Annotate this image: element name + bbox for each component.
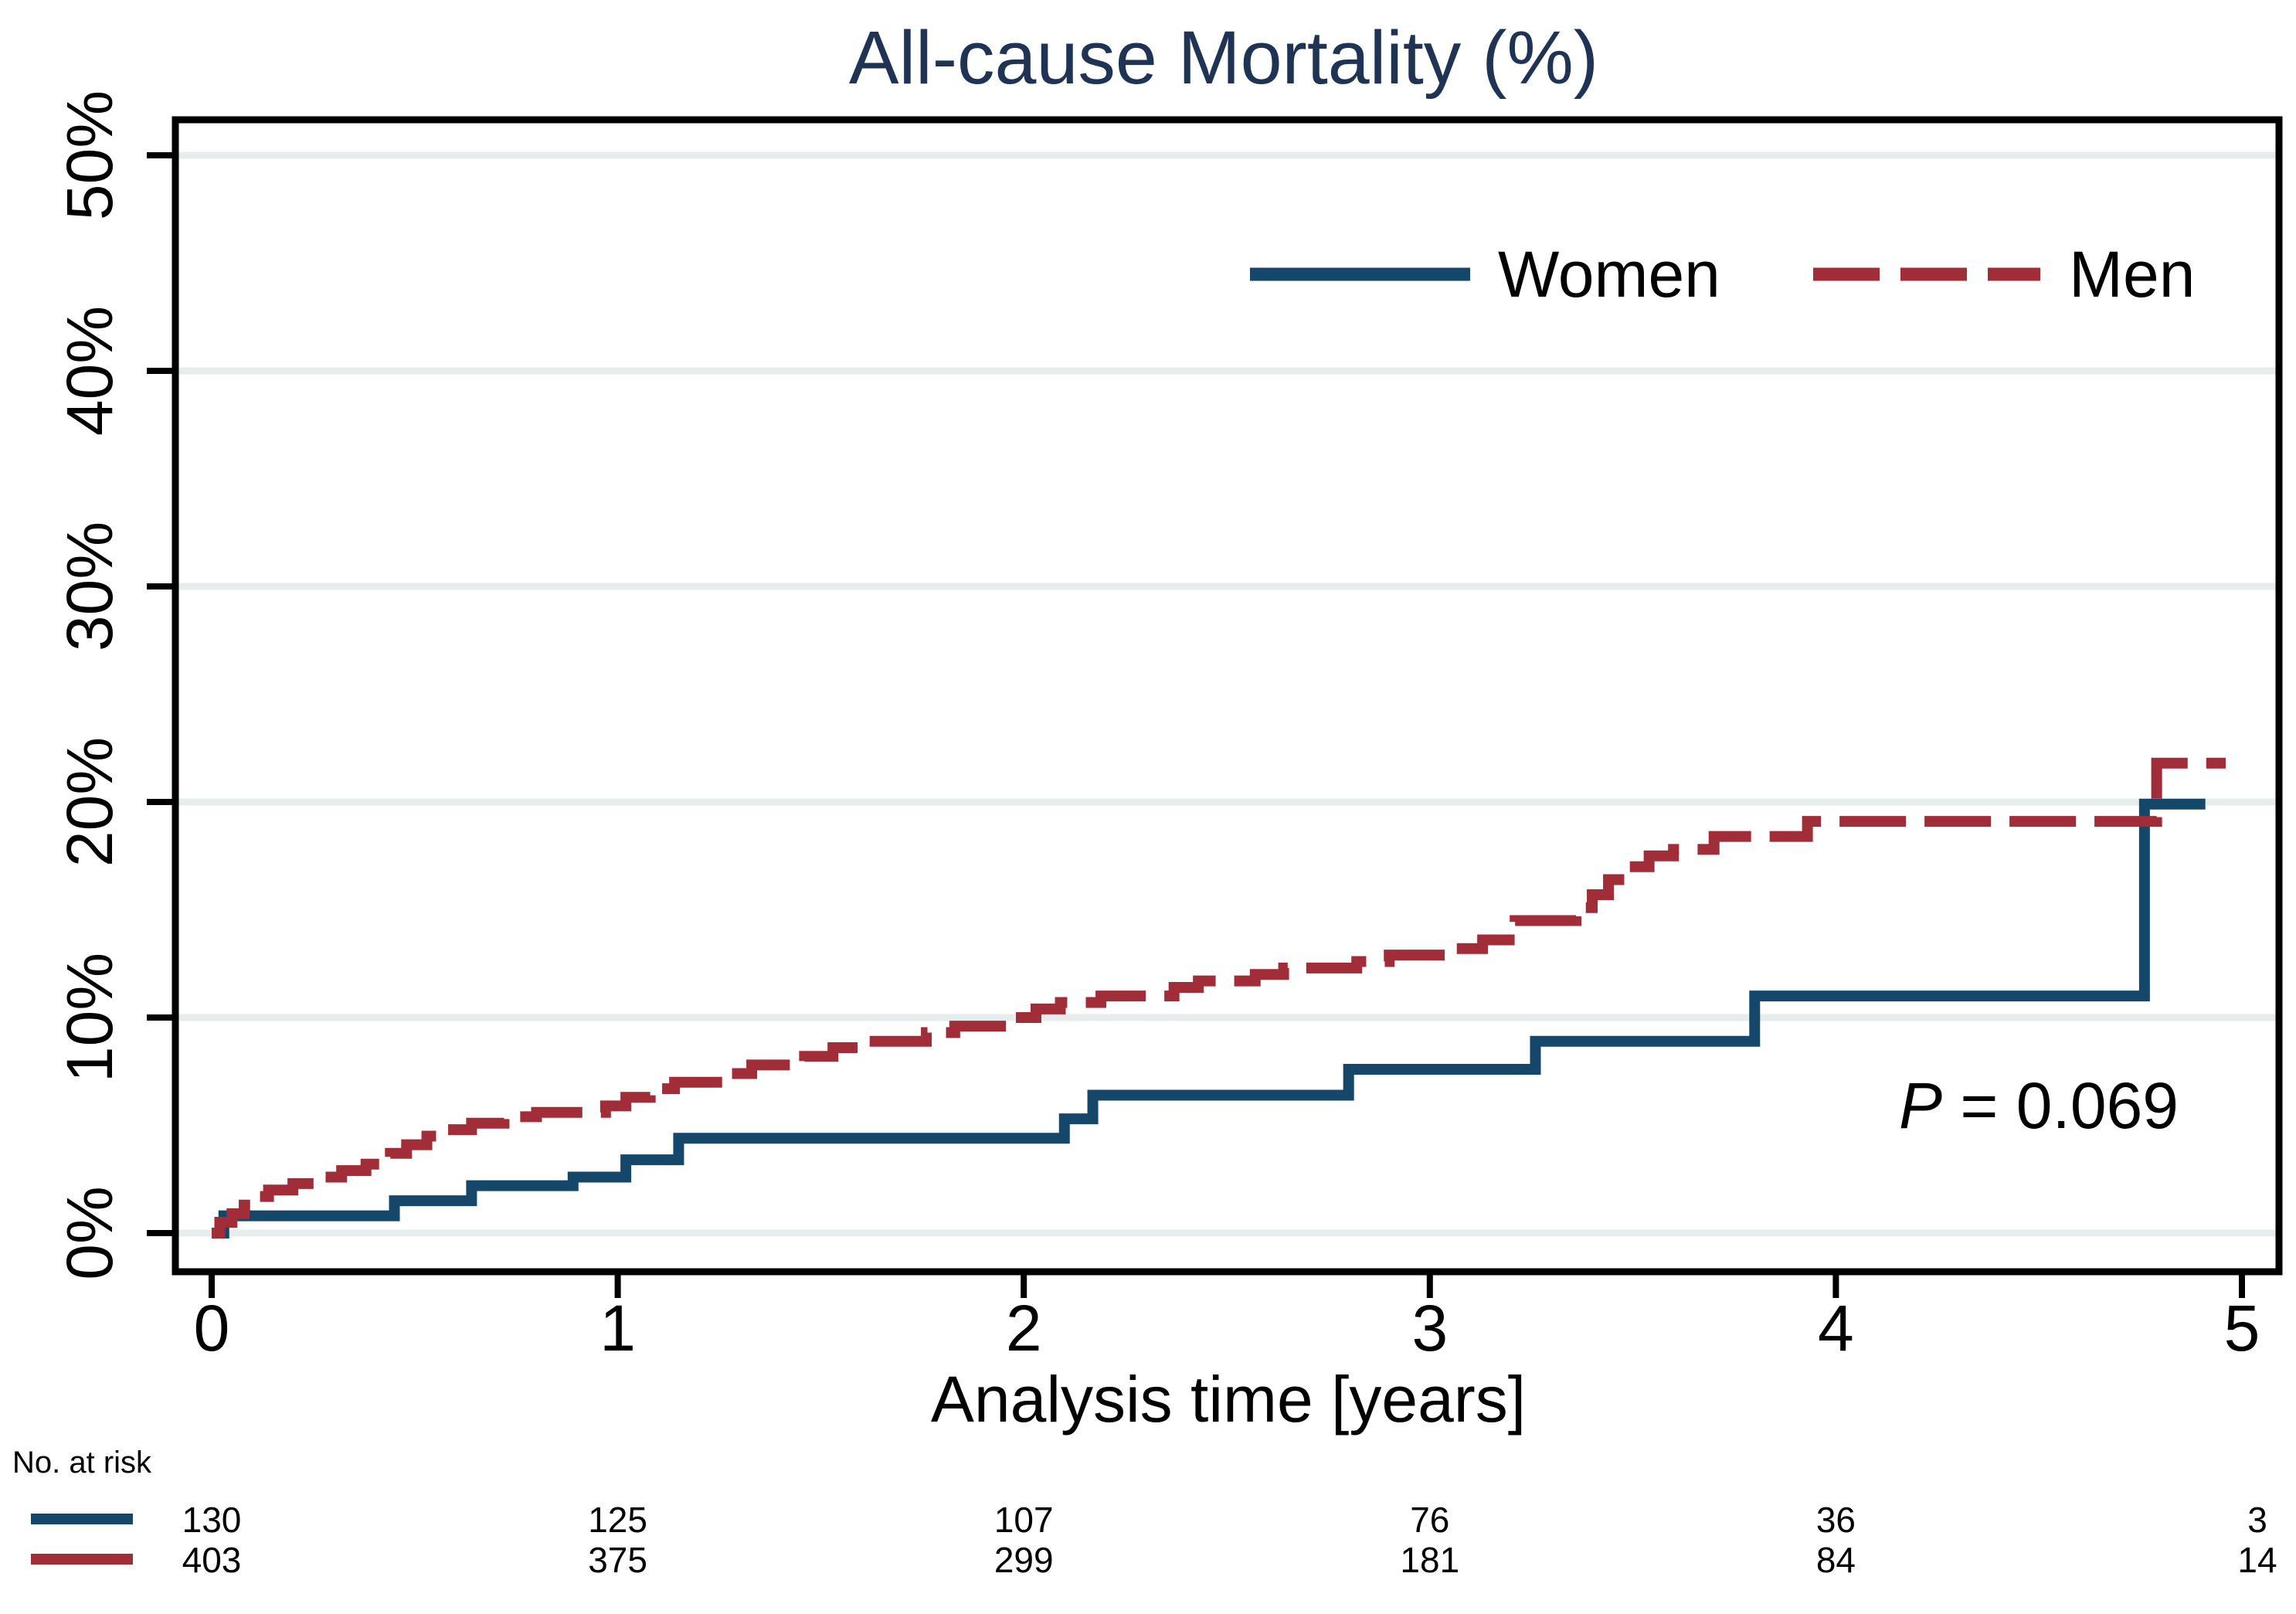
- legend-women-label: Women: [1498, 238, 1720, 311]
- at-risk-row-men: 403 375 299 181 84 14: [31, 1540, 2277, 1580]
- at-risk-rows: 130 125 107 76 36 3 403 375 299 181 84 14: [31, 1500, 2277, 1580]
- x-tick-label-0: 0: [194, 1292, 230, 1364]
- legend: Women Men: [1250, 238, 2195, 311]
- p-value-text: = 0.069: [1942, 1069, 2179, 1142]
- y-tick-label-20pct: 20%: [53, 737, 126, 867]
- x-tick-label-2: 2: [1006, 1292, 1042, 1364]
- p-value-annotation: P = 0.069: [1899, 1069, 2179, 1142]
- at-risk-count-women-t1: 125: [588, 1500, 647, 1540]
- number-at-risk-table: No. at risk 130 125 107 76 36 3 403 375 299 181 84…: [12, 1446, 2277, 1580]
- x-tick-label-3: 3: [1411, 1292, 1448, 1364]
- x-tick-label-1: 1: [599, 1292, 636, 1364]
- plot-frame: [172, 116, 2283, 1276]
- at-risk-count-women-t3: 76: [1410, 1500, 1449, 1540]
- y-tick-label-50pct: 50%: [53, 90, 126, 220]
- y-tick-label-40pct: 40%: [53, 306, 126, 436]
- legend-men-label: Men: [2069, 238, 2195, 311]
- y-tick-label-10pct: 10%: [53, 953, 126, 1082]
- survival-curves: [212, 757, 2226, 1239]
- axis-tick-labels: 0% 10% 20% 30% 40% 50% 0 1 2 3 4 5: [53, 90, 2260, 1364]
- gridlines: [178, 151, 2276, 1237]
- at-risk-count-men-t0: 403: [182, 1540, 242, 1580]
- x-tick-label-5: 5: [2224, 1292, 2260, 1364]
- at-risk-count-men-t2: 299: [994, 1540, 1054, 1580]
- axis-ticks: [147, 152, 2245, 1298]
- at-risk-count-men-t5: 14: [2237, 1540, 2277, 1580]
- at-risk-count-men-t3: 181: [1400, 1540, 1459, 1580]
- at-risk-count-men-t4: 84: [1816, 1540, 1856, 1580]
- at-risk-count-women-t4: 36: [1816, 1500, 1856, 1540]
- curve-women: [212, 798, 2206, 1239]
- chart-title: All-cause Mortality (%): [849, 15, 1598, 100]
- at-risk-count-women-t5: 3: [2247, 1500, 2267, 1540]
- at-risk-count-men-t1: 375: [588, 1540, 647, 1580]
- y-tick-label-0pct: 0%: [53, 1186, 126, 1279]
- curve-men: [212, 757, 2226, 1239]
- x-axis-title: Analysis time [years]: [931, 1363, 1526, 1436]
- at-risk-count-women-t0: 130: [182, 1500, 242, 1540]
- y-tick-label-30pct: 30%: [53, 522, 126, 651]
- p-symbol: P: [1899, 1069, 1942, 1142]
- x-tick-label-4: 4: [1818, 1292, 1854, 1364]
- at-risk-count-women-t2: 107: [994, 1500, 1054, 1540]
- at-risk-row-women: 130 125 107 76 36 3: [31, 1500, 2267, 1540]
- at-risk-heading: No. at risk: [12, 1446, 152, 1480]
